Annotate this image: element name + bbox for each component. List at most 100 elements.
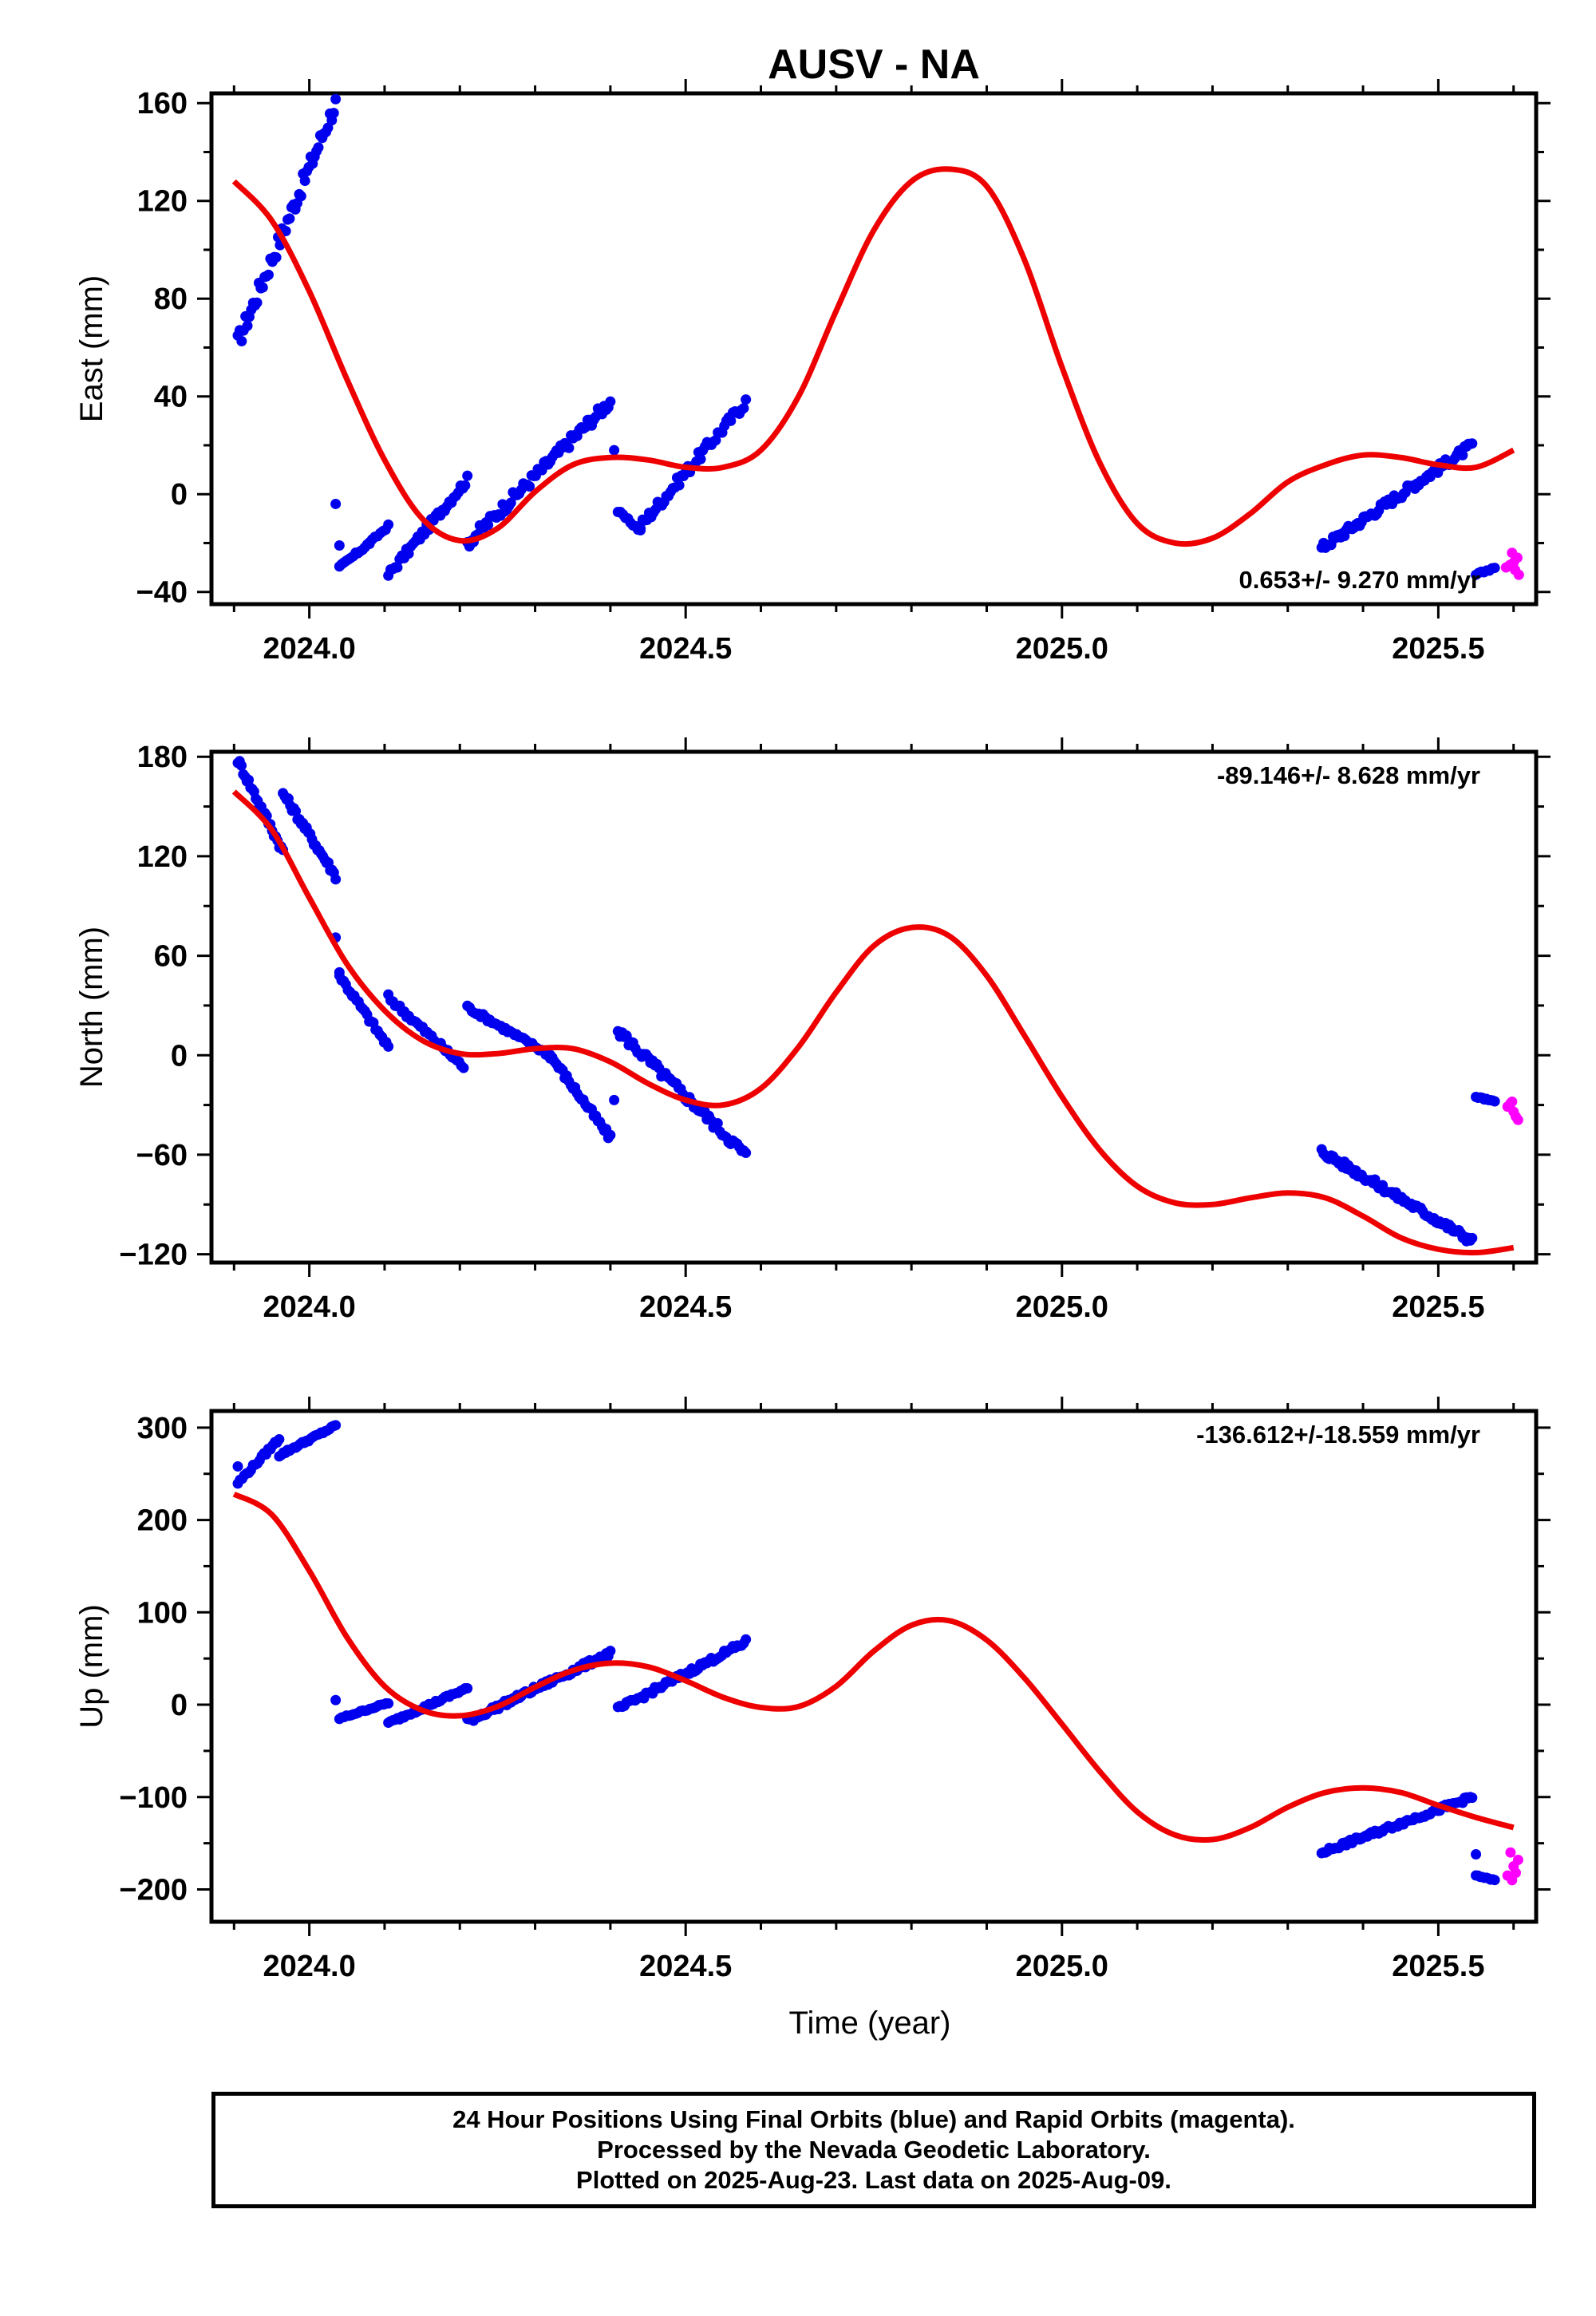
chart-up-final-point — [330, 1694, 342, 1705]
footer-line-3: Plotted on 2025-Aug-23. Last data on 202… — [576, 2166, 1171, 2194]
chart-up-frame — [209, 1409, 1539, 1924]
figure-title: AUSV - NA — [768, 41, 980, 88]
chart-up-ytick-label: 200 — [137, 1504, 188, 1538]
chart-east-final-point — [674, 480, 685, 491]
chart-east-final-point — [635, 523, 646, 534]
chart-north-final-point — [243, 774, 255, 785]
chart-east-final-point — [725, 415, 737, 426]
chart-east-final-point — [257, 282, 268, 293]
chart-east-final-point — [710, 435, 721, 446]
chart-north-final-point — [330, 874, 342, 885]
chart-up-xtick-label: 2025.5 — [1392, 1950, 1484, 1983]
chart-up-model-curve — [232, 1491, 1515, 1844]
chart-up-final-point — [330, 1420, 342, 1431]
chart-east-final-point — [313, 142, 324, 153]
chart-east-final-point — [284, 213, 295, 224]
chart-north-plot-area — [231, 756, 1523, 1256]
chart-east-final-point — [483, 520, 494, 531]
chart-north-final-point — [741, 1148, 752, 1159]
chart-north-final-series — [232, 756, 1500, 1247]
east-panel: 2024.0 2024.5 2025.0 2025.5 −40 0 40 80 120 160 Ea… — [74, 79, 1551, 666]
chart-east-final-point — [741, 394, 752, 405]
chart-east-final-point — [462, 470, 473, 481]
chart-north-final-point — [1467, 1232, 1478, 1243]
chart-up-final-point — [1471, 1849, 1482, 1860]
chart-east-xtick-label: 2025.5 — [1392, 632, 1484, 666]
chart-north-xtick-label: 2025.5 — [1392, 1290, 1484, 1324]
chart-east-rapid-point — [1500, 562, 1511, 573]
chart-north-rapid-series — [1502, 1096, 1523, 1125]
chart-east-final-point — [263, 269, 274, 280]
chart-up-ytick-label: 100 — [137, 1596, 188, 1630]
chart-east-xtick-label: 2025.0 — [1016, 632, 1108, 666]
chart-north-rate-label: -89.146+/- 8.628 mm/yr — [1217, 761, 1480, 789]
chart-east-final-point — [392, 562, 403, 573]
chart-east-ytick-label: −40 — [136, 576, 188, 610]
chart-east-final-point — [460, 480, 471, 491]
chart-east-ytick-label: 80 — [154, 283, 188, 316]
chart-north-model-curve — [231, 789, 1515, 1256]
chart-up-ytick-label: 300 — [137, 1412, 188, 1445]
chart-up-plot-area — [232, 1420, 1523, 1886]
chart-up-ytick-label: 0 — [171, 1689, 188, 1722]
chart-up-final-point — [1489, 1875, 1500, 1886]
chart-north-ytick-label: 120 — [137, 840, 188, 874]
chart-up-final-point — [462, 1683, 473, 1694]
chart-east-xtick-label: 2024.5 — [639, 632, 732, 666]
chart-east-final-point — [609, 445, 620, 456]
chart-up-ytick-label: −200 — [119, 1873, 188, 1907]
chart-east-final-point — [295, 191, 306, 202]
chart-north-xtick-label: 2024.0 — [263, 1290, 355, 1324]
chart-east-xtick-label: 2024.0 — [263, 632, 355, 666]
chart-east-final-point — [280, 226, 291, 237]
chart-east-ylabel: East (mm) — [74, 275, 109, 422]
up-panel: 2024.0 2024.5 2025.0 2025.5 −200 −100 0 100 200 3… — [74, 1397, 1551, 2041]
chart-north-final-point — [334, 966, 345, 978]
chart-east-ytick-label: 120 — [137, 185, 188, 219]
chart-up-xtick-label: 2024.0 — [263, 1950, 355, 1983]
chart-north-ytick-label: 180 — [137, 741, 188, 774]
chart-north-final-point — [605, 1129, 616, 1140]
chart-east-plot-area — [231, 93, 1524, 581]
chart-east-ytick-label: 40 — [154, 381, 188, 414]
chart-east-final-point — [328, 108, 339, 119]
chart-up-rapid-series — [1502, 1847, 1523, 1886]
chart-north-ylabel: North (mm) — [74, 927, 109, 1088]
chart-east-final-point — [505, 497, 516, 508]
chart-north-final-point — [290, 805, 302, 816]
chart-east-final-point — [251, 297, 263, 308]
chart-east-final-point — [695, 453, 706, 464]
chart-up-ytick-label: −100 — [119, 1781, 188, 1815]
chart-north-ytick-label: −120 — [119, 1239, 188, 1272]
chart-north-xtick-label: 2024.5 — [639, 1290, 732, 1324]
chart-east-final-point — [236, 336, 247, 347]
chart-up-final-point — [274, 1433, 285, 1445]
chart-north-final-point — [458, 1062, 469, 1073]
chart-east-final-point — [524, 480, 535, 492]
chart-east-rate-label: 0.653+/- 9.270 mm/yr — [1239, 566, 1480, 594]
chart-east-final-series — [232, 93, 1500, 581]
chart-up-rate-label: -136.612+/-18.559 mm/yr — [1196, 1421, 1480, 1448]
chart-east-final-point — [1457, 449, 1468, 460]
chart-up-final-series — [232, 1420, 1500, 1886]
chart-up-xlabel: Time (year) — [789, 2006, 951, 2041]
chart-north-xtick-label: 2025.0 — [1016, 1290, 1108, 1324]
footer-line-1: 24 Hour Positions Using Final Orbits (bl… — [452, 2105, 1295, 2133]
chart-east-model-curve — [231, 166, 1515, 547]
chart-north-rapid-point — [1512, 1114, 1523, 1125]
chart-north-ytick-label: 60 — [154, 940, 188, 974]
chart-east-rapid-point — [1511, 552, 1523, 563]
chart-north-final-point — [1489, 1096, 1500, 1107]
chart-north-final-point — [383, 1041, 394, 1052]
chart-north-final-point — [712, 1117, 723, 1128]
chart-east-final-point — [563, 442, 575, 453]
chart-north-final-point — [609, 1094, 620, 1105]
chart-east-final-point — [1489, 563, 1500, 574]
chart-up-xtick-label: 2024.5 — [639, 1950, 732, 1983]
chart-up-final-point — [383, 1697, 394, 1709]
chart-up-final-point — [232, 1460, 243, 1472]
chart-east-frame — [209, 91, 1539, 607]
chart-up-final-point — [741, 1634, 752, 1645]
chart-east-final-point — [330, 93, 342, 105]
